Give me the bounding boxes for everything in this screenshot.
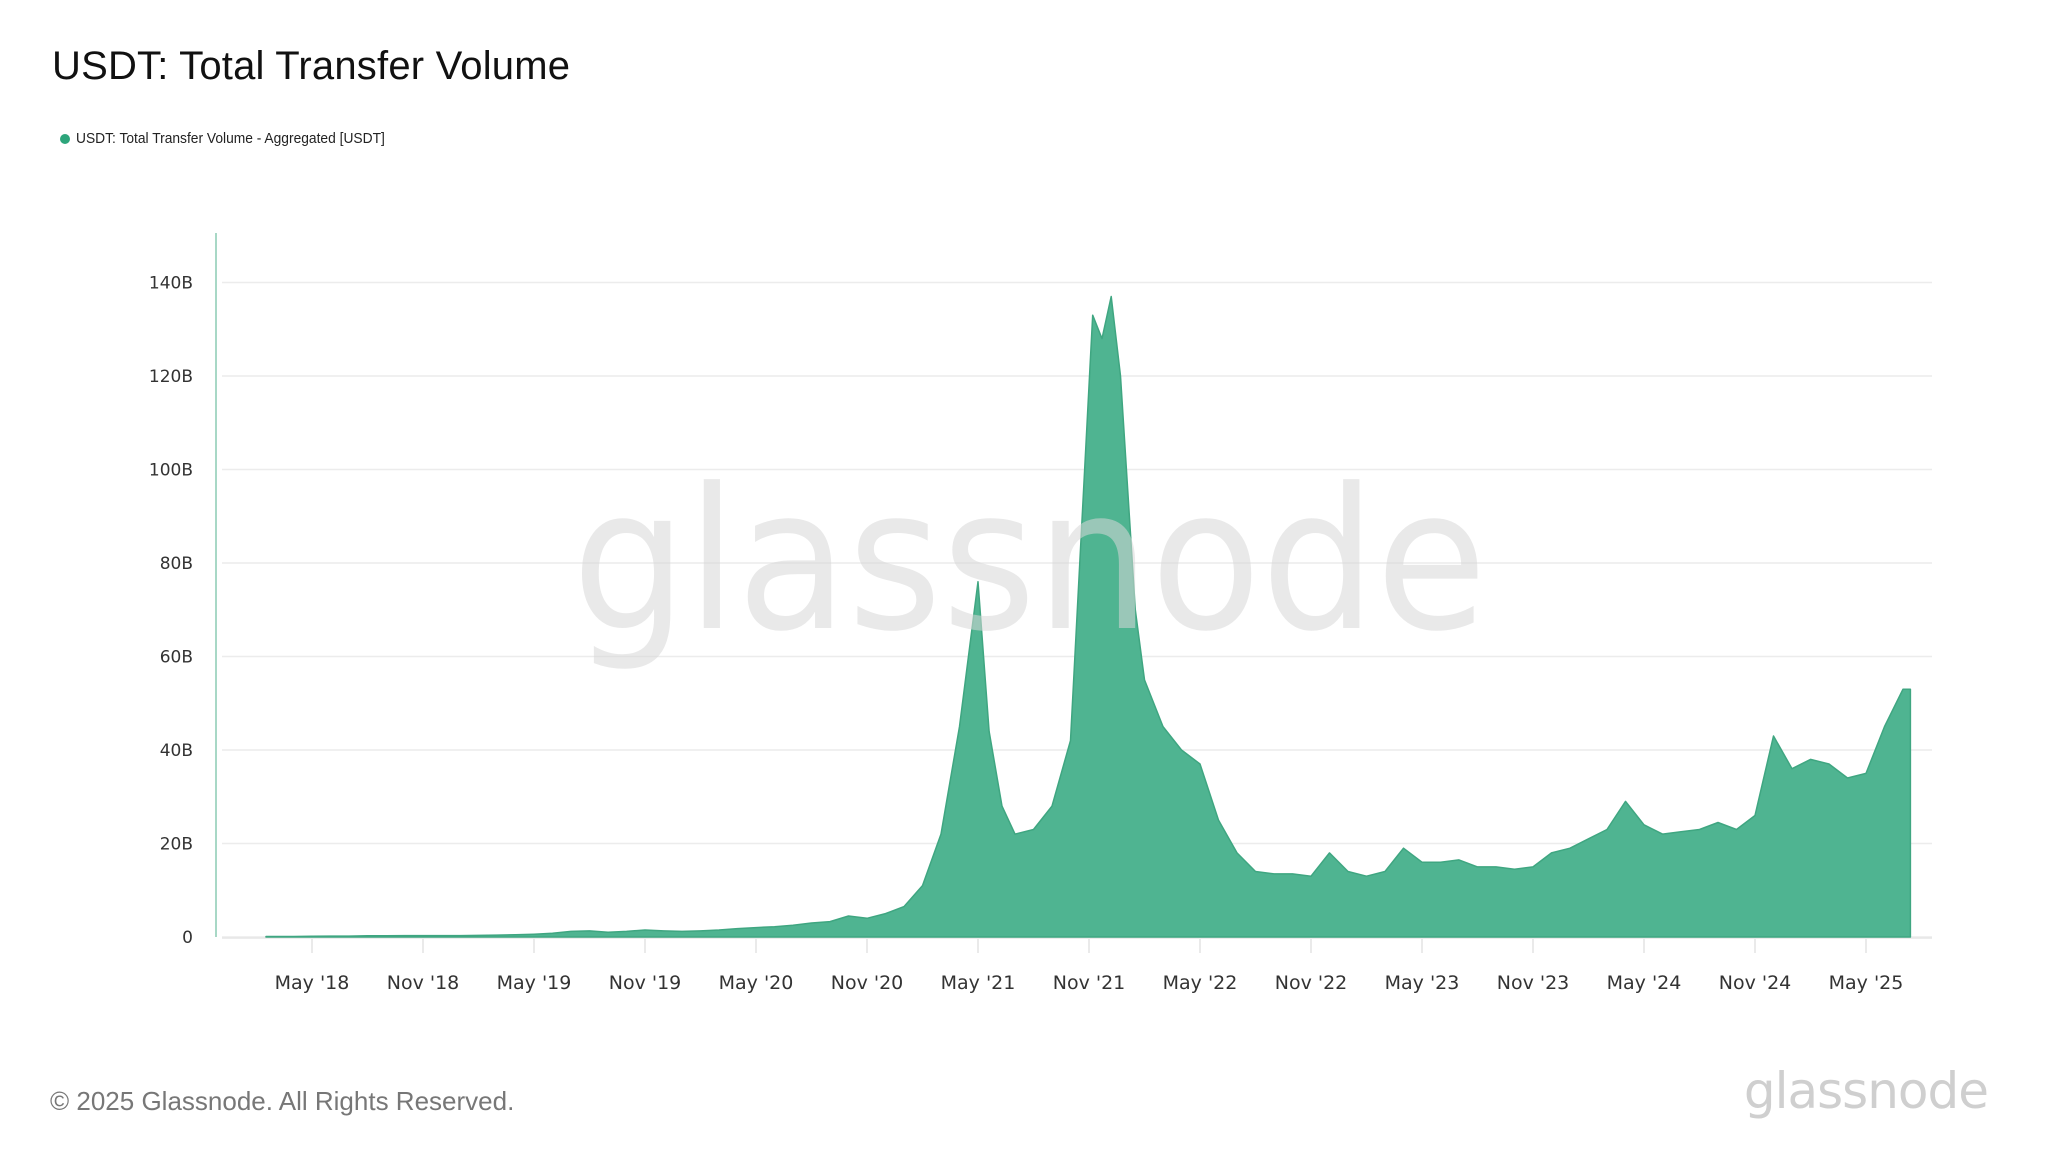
y-tick-label: 120B <box>149 367 193 387</box>
chart-title: USDT: Total Transfer Volume <box>52 44 571 88</box>
x-tick-label: Nov '22 <box>1275 972 1348 994</box>
x-tick-label: May '25 <box>1829 972 1904 994</box>
y-tick-label: 40B <box>160 741 193 761</box>
watermark-logo: glassnode <box>572 447 1487 675</box>
copyright-text: © 2025 Glassnode. All Rights Reserved. <box>50 1086 515 1116</box>
legend-label[interactable]: USDT: Total Transfer Volume - Aggregated… <box>76 130 385 147</box>
x-tick-label: May '19 <box>497 972 572 994</box>
y-tick-label: 0 <box>182 928 193 948</box>
y-axis-ticks: 0 20B 40B 60B 80B 100B 120B 140B <box>149 274 193 949</box>
x-axis-ticks: May '18 Nov '18 May '19 Nov '19 May '20 Nov '… <box>275 939 1904 994</box>
glassnode-logo: glassnode <box>1743 1062 1989 1120</box>
y-tick-label: 80B <box>160 554 193 574</box>
x-tick-label: Nov '23 <box>1497 972 1570 994</box>
x-tick-label: May '22 <box>1163 972 1238 994</box>
x-tick-label: Nov '21 <box>1053 972 1126 994</box>
legend-dot-icon <box>60 133 70 144</box>
x-tick-label: May '18 <box>275 972 350 994</box>
x-tick-label: Nov '24 <box>1719 972 1792 994</box>
x-tick-label: Nov '19 <box>609 972 682 994</box>
x-tick-label: Nov '18 <box>387 972 460 994</box>
x-tick-label: Nov '20 <box>831 972 904 994</box>
y-tick-label: 20B <box>160 835 193 855</box>
y-tick-label: 60B <box>160 648 193 668</box>
y-tick-label: 100B <box>149 461 193 481</box>
x-tick-label: May '24 <box>1607 972 1682 994</box>
y-tick-label: 140B <box>149 274 193 294</box>
x-tick-label: May '23 <box>1385 972 1460 994</box>
area-series[interactable] <box>265 295 1912 938</box>
x-tick-label: May '20 <box>719 972 794 994</box>
x-tick-label: May '21 <box>941 972 1016 994</box>
legend: USDT: Total Transfer Volume - Aggregated… <box>60 130 412 147</box>
